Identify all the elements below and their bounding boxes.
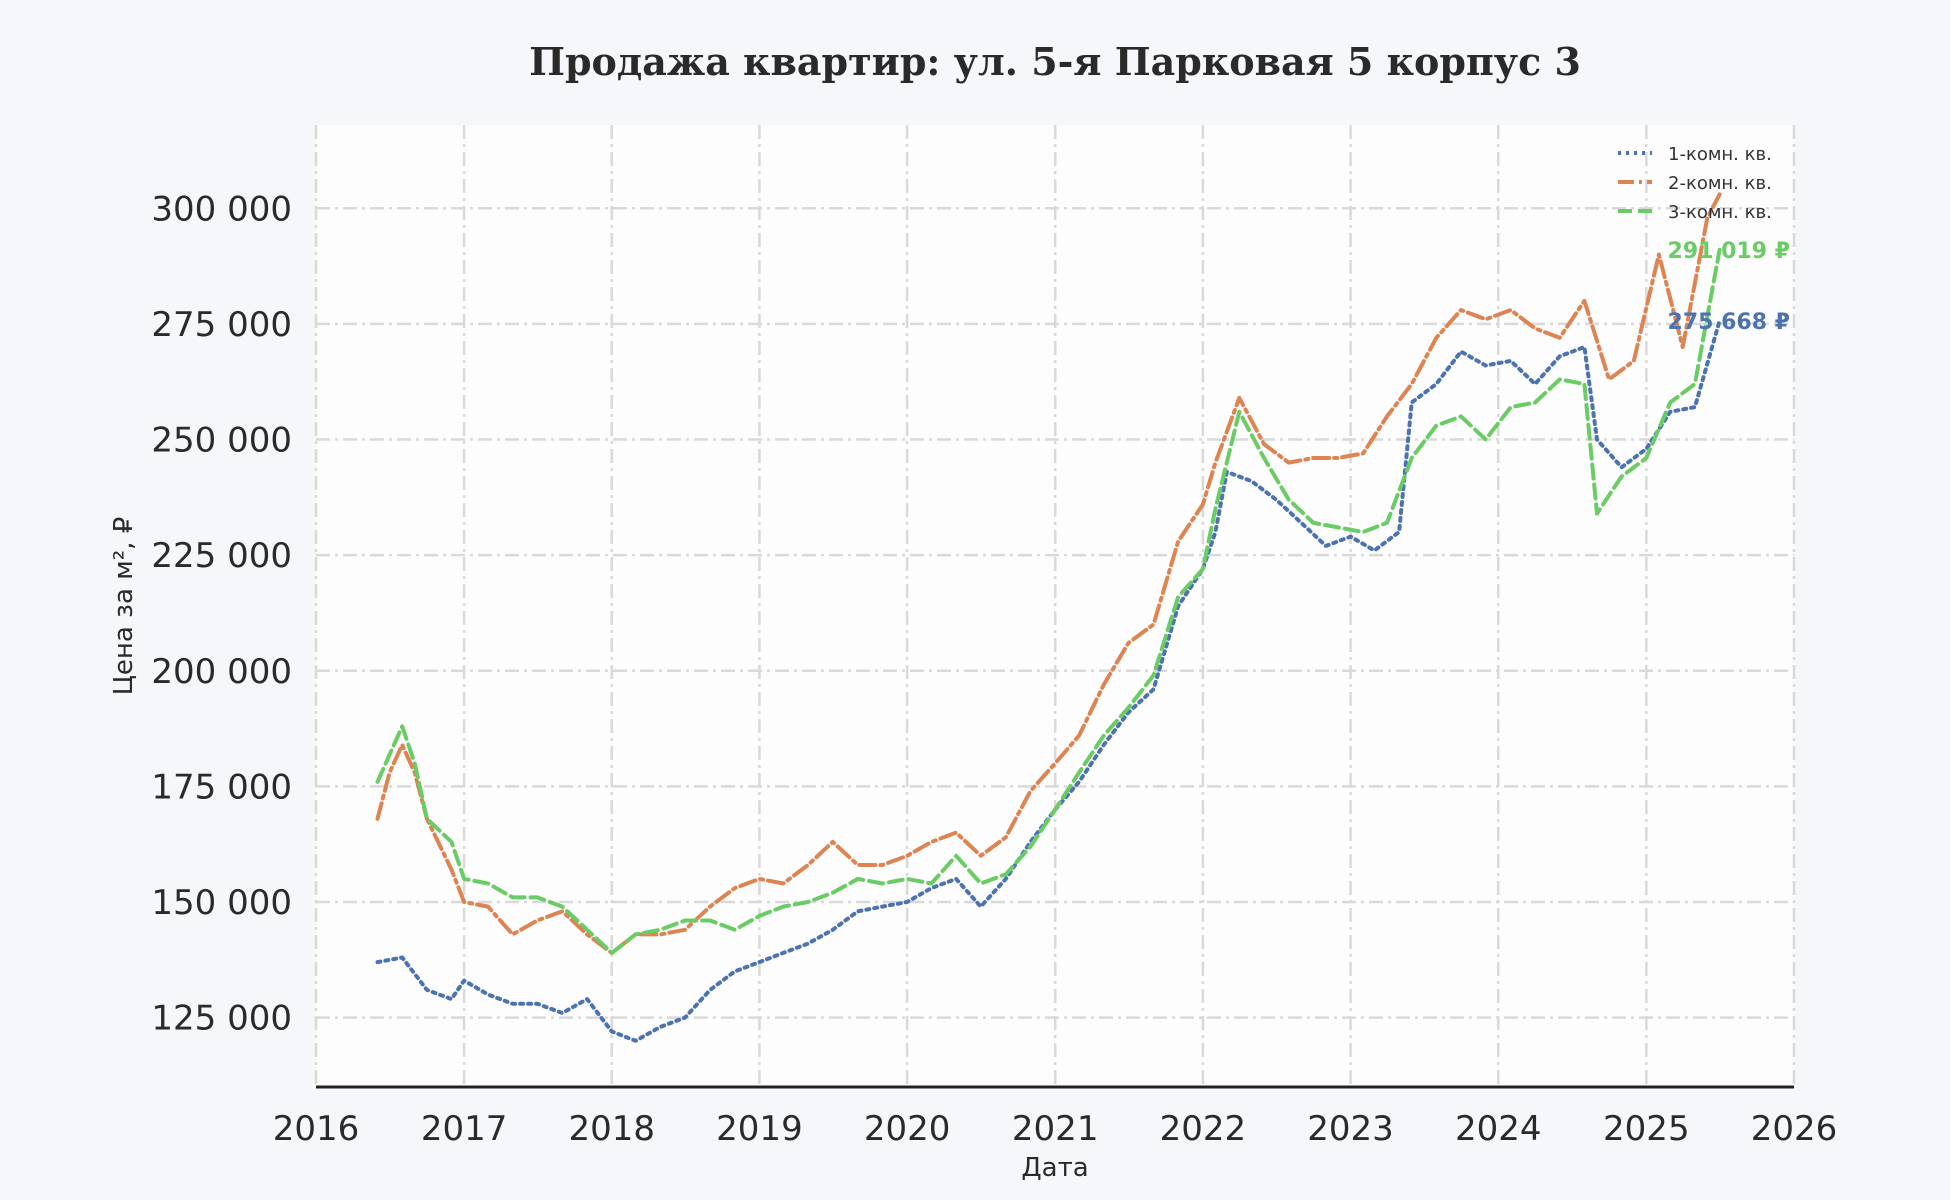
x-axis-label: Дата [1021,1153,1088,1183]
x-tick-label: 2017 [421,1109,508,1149]
y-tick-layer: 125 000 150 000 175 000 200 000 225 000 250 0… [151,189,292,1038]
x-tick-label: 2019 [716,1109,803,1149]
legend-entry-label: 3-комн. кв. [1668,202,1772,223]
x-tick-label: 2026 [1751,1109,1838,1149]
x-tick-label: 2022 [1160,1109,1247,1149]
series-line-3 [375,247,1722,955]
series-end-label: 291 019 ₽ [1668,239,1790,264]
x-tick-layer: 2016 2017 2018 2019 2020 2021 2022 2023 2024 2025… [273,1109,1838,1149]
legend-entry-label: 1-комн. кв. [1668,144,1772,165]
y-axis-label: Цена за м², ₽ [109,517,139,696]
y-tick-label: 225 000 [151,536,292,576]
x-tick-label: 2018 [568,1109,655,1149]
x-tick-label: 2023 [1307,1109,1394,1149]
y-tick-label: 250 000 [151,421,292,461]
y-tick-label: 150 000 [151,883,292,923]
series-end-label: 275 668 ₽ [1668,310,1790,335]
y-tick-label: 300 000 [151,189,292,229]
y-tick-label: 125 000 [151,999,292,1039]
legend-entry-label: 2-комн. кв. [1668,173,1772,194]
y-tick-label: 175 000 [151,767,292,807]
x-tick-label: 2025 [1603,1109,1690,1149]
legend: 1-комн. кв. 2-комн. кв. 3-комн. кв. [1618,144,1772,223]
series-layer [375,192,1722,1043]
y-tick-label: 200 000 [151,652,292,692]
x-tick-label: 2020 [864,1109,951,1149]
series-line-2 [375,192,1722,955]
y-tick-label: 275 000 [151,305,292,345]
x-tick-label: 2016 [273,1109,360,1149]
end-label-layer: 275 668 ₽ 291 019 ₽ [1668,239,1790,335]
chart-title: Продажа квартир: ул. 5-я Парковая 5 корп… [529,39,1581,84]
x-tick-label: 2021 [1012,1109,1099,1149]
x-tick-label: 2024 [1455,1109,1542,1149]
grid-layer [314,125,1796,1087]
series-line-1 [375,318,1722,1043]
